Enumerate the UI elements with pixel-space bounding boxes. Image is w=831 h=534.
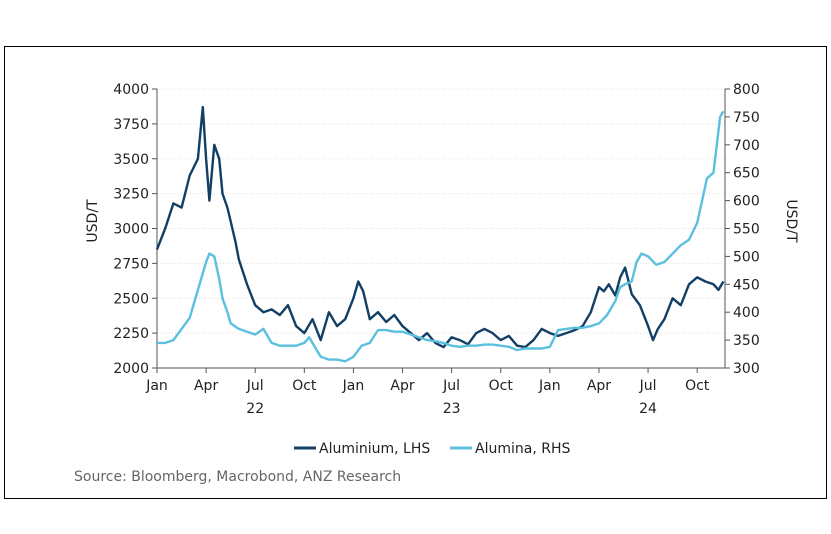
x-tick-labels: Jan Apr Jul Oct Jan Apr Jul Oct Jan Apr Jul Oct 22 23… <box>145 378 710 417</box>
x-tick-label: Apr <box>194 378 218 394</box>
left-tick-label: 3250 <box>113 187 149 203</box>
x-tick-label: Oct <box>292 378 317 394</box>
year-label: 24 <box>639 401 657 417</box>
right-tick-label: 650 <box>733 166 760 182</box>
right-tick-label: 700 <box>733 138 760 154</box>
x-tick-label: Jul <box>442 378 460 394</box>
x-tick-label: Jul <box>246 378 264 394</box>
x-tick-label: Apr <box>587 378 611 394</box>
left-tick-label: 3500 <box>113 152 149 168</box>
gridlines <box>157 88 725 334</box>
x-tick-label: Jan <box>145 378 168 394</box>
right-tick-label: 450 <box>733 277 760 293</box>
x-tick-label: Jul <box>639 378 657 394</box>
chart-frame: 2000 2250 2500 2750 3000 3250 3500 3750 4000 300… <box>4 46 827 499</box>
left-tick-labels: 2000 2250 2500 2750 3000 3250 3500 3750 4000 <box>113 82 149 377</box>
source-note: Source: Bloomberg, Macrobond, ANZ Resear… <box>74 469 401 485</box>
legend: Aluminium, LHS Alumina, RHS <box>294 441 570 457</box>
axes <box>152 88 730 373</box>
left-axis-title: USD/T <box>85 199 101 243</box>
x-tick-label: Jan <box>538 378 561 394</box>
left-tick-label: 2750 <box>113 256 149 272</box>
x-tick-label: Oct <box>685 378 710 394</box>
left-tick-label: 2500 <box>113 291 149 307</box>
right-tick-label: 300 <box>733 361 760 377</box>
right-tick-label: 500 <box>733 249 760 265</box>
right-tick-label: 550 <box>733 222 760 238</box>
right-tick-label: 350 <box>733 333 760 349</box>
legend-label-aluminium: Aluminium, LHS <box>319 441 430 457</box>
left-tick-label: 2000 <box>113 361 149 377</box>
right-tick-label: 800 <box>733 82 760 98</box>
x-tick-label: Oct <box>489 378 514 394</box>
right-axis-title: USD/T <box>783 199 799 243</box>
right-tick-labels: 300 350 400 450 500 550 600 650 700 750 800 <box>733 82 760 377</box>
series-lines <box>155 105 725 363</box>
left-tick-label: 2250 <box>113 326 149 342</box>
right-tick-label: 400 <box>733 305 760 321</box>
left-tick-label: 4000 <box>113 82 149 98</box>
series-line-aluminium <box>155 105 725 349</box>
year-label: 23 <box>443 401 461 417</box>
legend-label-alumina: Alumina, RHS <box>475 441 570 457</box>
chart-svg: 2000 2250 2500 2750 3000 3250 3500 3750 4000 300… <box>74 82 799 485</box>
year-label: 22 <box>246 401 264 417</box>
x-tick-label: Jan <box>342 378 365 394</box>
left-tick-label: 3000 <box>113 222 149 238</box>
x-tick-label: Apr <box>390 378 414 394</box>
left-tick-label: 3750 <box>113 117 149 133</box>
series-line-alumina <box>157 110 725 363</box>
right-tick-label: 750 <box>733 110 760 126</box>
right-tick-label: 600 <box>733 194 760 210</box>
